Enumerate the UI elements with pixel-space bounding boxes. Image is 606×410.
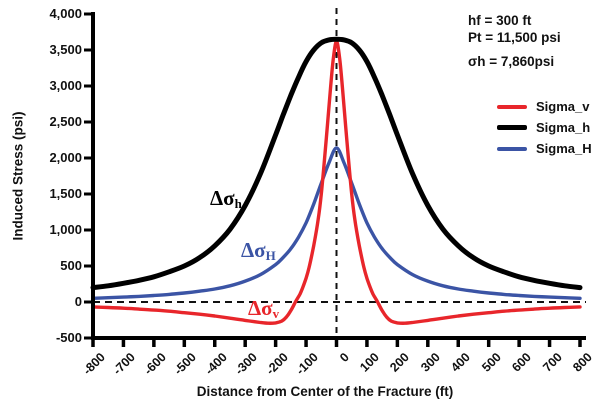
legend-label: Sigma_H xyxy=(536,141,592,156)
curve-label-symbol: Δσ xyxy=(248,296,273,320)
curve-label-H: ΔσH xyxy=(241,240,276,266)
curve-label-symbol: Δσ xyxy=(210,186,235,210)
curve-label-v: Δσv xyxy=(248,298,279,324)
y-tick-label: 2,000 xyxy=(49,150,82,165)
x-axis-title: Distance from Center of the Fracture (ft… xyxy=(196,384,454,399)
legend-line-swatch xyxy=(497,146,527,151)
legend-label: Sigma_h xyxy=(536,120,591,135)
y-tick-label: -500 xyxy=(55,330,82,345)
curve-label-subscript: h xyxy=(234,196,242,211)
curve-label-subscript: v xyxy=(272,306,280,321)
legend-item-Sigma_h: Sigma_h xyxy=(497,117,592,138)
curve-Sigma_v xyxy=(91,39,582,325)
legend-label: Sigma_v xyxy=(536,99,590,114)
curve-Sigma_H xyxy=(91,146,582,300)
legend-line-swatch xyxy=(497,104,527,109)
y-tick-label: 1,000 xyxy=(49,222,82,237)
curve-label-symbol: Δσ xyxy=(241,238,266,262)
y-tick-label: 2,500 xyxy=(49,114,82,129)
y-tick-label: 0 xyxy=(74,294,82,309)
y-tick-label: 1,500 xyxy=(49,186,82,201)
y-tick-label: 4,000 xyxy=(49,6,82,21)
curve-Sigma_h xyxy=(90,36,583,291)
y-tick-label: 3,500 xyxy=(49,42,82,57)
curve-label-h: Δσh xyxy=(210,188,242,214)
annotation-line: hf = 300 ft xyxy=(468,13,532,28)
y-tick-label: 3,000 xyxy=(49,78,82,93)
annotation-line: σh = 7,860psi xyxy=(468,54,555,69)
legend-item-Sigma_v: Sigma_v xyxy=(497,96,592,117)
legend: Sigma_v Sigma_h Sigma_H xyxy=(497,96,592,159)
legend-line-swatch xyxy=(497,125,527,130)
annotation-line: Pt = 11,500 psi xyxy=(468,30,561,45)
y-tick-label: 500 xyxy=(60,258,82,273)
y-axis-title: Induced Stress (psi) xyxy=(10,111,26,241)
curve-label-subscript: H xyxy=(265,248,276,263)
legend-item-Sigma_H: Sigma_H xyxy=(497,138,592,159)
